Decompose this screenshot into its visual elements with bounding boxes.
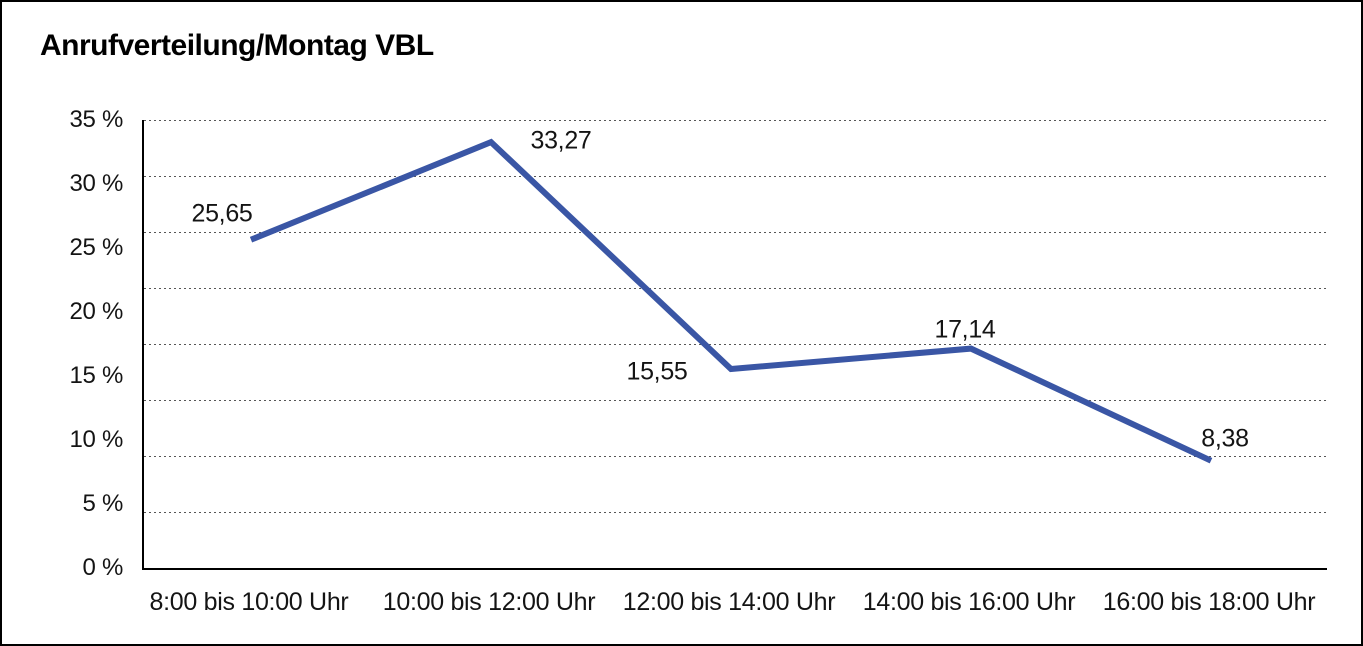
data-point-label: 15,55 (626, 357, 688, 386)
series-line-canvas (249, 138, 1213, 464)
data-point-label: 25,65 (191, 199, 253, 228)
y-tick-label: 0 % (82, 554, 124, 581)
x-category-label: 16:00 bis 18:00 Uhr (1102, 588, 1316, 616)
gridline (144, 232, 1327, 234)
y-tick-label: 30 % (69, 170, 123, 197)
x-category-label: 12:00 bis 14:00 Uhr (622, 588, 836, 616)
y-tick-label: 25 % (69, 234, 123, 261)
y-tick-label: 15 % (69, 362, 123, 389)
y-tick-label: 35 % (69, 106, 123, 133)
data-point-label: 8,38 (1201, 424, 1249, 453)
gridline (144, 288, 1327, 290)
gridline (144, 176, 1327, 178)
x-category-label: 8:00 bis 10:00 Uhr (149, 588, 349, 616)
plot-area: 25,65 33,27 15,55 17,14 8,38 (142, 120, 1327, 570)
gridline (144, 400, 1327, 402)
chart-title: Anrufverteilung/Montag VBL (40, 29, 434, 62)
y-tick-label: 5 % (82, 490, 124, 517)
gridline (144, 456, 1327, 458)
gridline (144, 344, 1327, 346)
data-point-label: 33,27 (530, 126, 592, 155)
x-category-label: 10:00 bis 12:00 Uhr (382, 588, 596, 616)
data-point-label: 17,14 (934, 315, 996, 344)
y-tick-label: 20 % (69, 298, 123, 325)
gridline (144, 120, 1327, 122)
series-line (249, 138, 1213, 464)
y-tick-label: 10 % (69, 426, 123, 453)
gridline (144, 512, 1327, 514)
x-category-label: 14:00 bis 16:00 Uhr (862, 588, 1076, 616)
